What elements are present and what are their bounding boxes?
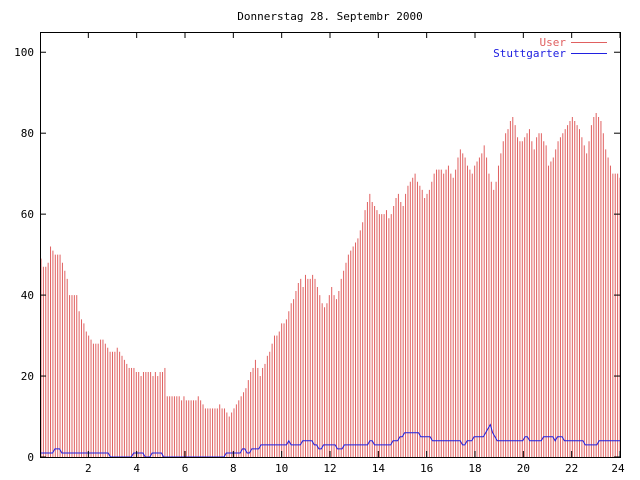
legend-label-user: User	[540, 36, 567, 49]
x-tick-label: 4	[133, 462, 140, 475]
x-tick-label: 18	[468, 462, 481, 475]
y-tick-label: 100	[14, 46, 34, 59]
bars-layer	[40, 112, 621, 457]
legend-label-stuttgarter: Stuttgarter	[493, 47, 566, 60]
plot-frame	[40, 32, 621, 458]
y-tick-label: 80	[21, 127, 34, 140]
x-tick-label: 22	[565, 462, 578, 475]
y-tick-label: 0	[27, 451, 34, 464]
x-tick-label: 10	[275, 462, 288, 475]
x-tick-label: 6	[182, 462, 189, 475]
x-tick-label: 8	[230, 462, 237, 475]
x-tick-label: 2	[85, 462, 92, 475]
y-tick-label: 60	[21, 208, 34, 221]
x-tick-label: 14	[372, 462, 386, 475]
series-line-stuttgarter	[41, 423, 620, 458]
x-tick-label: 12	[323, 462, 336, 475]
x-tick-label: 16	[420, 462, 433, 475]
y-tick-label: 20	[21, 370, 34, 383]
legend: User Stuttgarter	[493, 36, 607, 60]
chart-title: Donnerstag 28. Septembr 2000	[237, 10, 422, 23]
y-tick-label: 40	[21, 289, 34, 302]
x-tick-label: 24	[611, 462, 625, 475]
x-tick-label: 20	[517, 462, 530, 475]
